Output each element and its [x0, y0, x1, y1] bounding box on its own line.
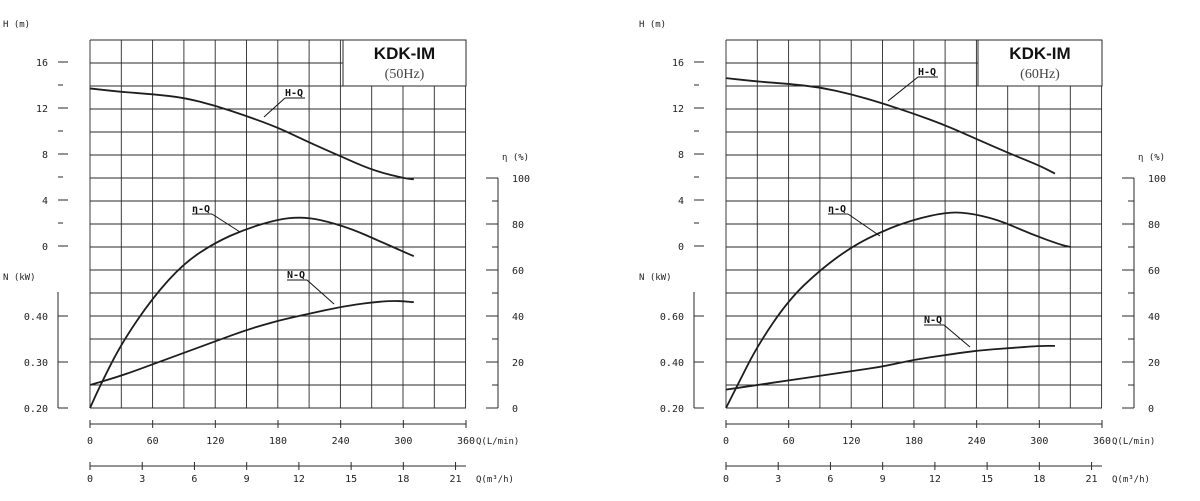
h-tick-label: 4 — [42, 196, 48, 207]
eff-tick-label: 40 — [512, 312, 524, 323]
h-tick-label: 16 — [36, 58, 48, 69]
h-tick-label: 4 — [678, 196, 684, 207]
q2-tick-label: 12 — [293, 474, 305, 485]
curve-label-leader — [211, 213, 241, 233]
q2-tick-label: 0 — [87, 474, 93, 485]
q-tick-label: 180 — [905, 436, 923, 447]
n-tick-label: 0.40 — [24, 312, 48, 323]
n-tick-label: 0.20 — [660, 404, 684, 415]
q-axis-label: Q(L/min) — [476, 437, 519, 447]
curve-label-leader — [847, 213, 881, 237]
q2-tick-label: 3 — [139, 474, 145, 485]
curve-hq — [89, 87, 414, 181]
h-tick-label: 8 — [42, 150, 48, 161]
h-tick-label: 12 — [672, 104, 684, 115]
h-axis-label: H (m) — [639, 20, 666, 30]
curve-label-leader — [887, 76, 919, 102]
h-tick-label: 12 — [36, 104, 48, 115]
q-tick-label: 360 — [457, 436, 475, 447]
curve-label-q: η-Q — [192, 204, 210, 215]
title-box — [342, 39, 467, 87]
n-axis-label: N (kW) — [639, 273, 672, 283]
h-tick-label: 8 — [678, 150, 684, 161]
eff-tick-label: 100 — [512, 174, 530, 185]
q-tick-label: 0 — [87, 436, 93, 447]
q2-tick-label: 6 — [827, 474, 833, 485]
curve-label-hq: H-Q — [285, 88, 303, 99]
n-tick-label: 0.40 — [660, 358, 684, 369]
q-tick-label: 180 — [269, 436, 287, 447]
q-tick-label: 0 — [723, 436, 729, 447]
n-tick-label: 0.20 — [24, 404, 48, 415]
q2-axis-label: Q(m³/h) — [476, 475, 514, 485]
q2-tick-label: 3 — [775, 474, 781, 485]
curve-nq — [89, 300, 414, 386]
q2-tick-label: 15 — [345, 474, 357, 485]
q-tick-label: 120 — [206, 436, 224, 447]
q-tick-label: 360 — [1093, 436, 1111, 447]
h-axis-label: H (m) — [3, 20, 30, 30]
grid — [89, 39, 467, 409]
h-tick-label: 16 — [672, 58, 684, 69]
chart-subtitle: (50Hz) — [385, 67, 425, 82]
curve-label-q: η-Q — [828, 204, 846, 215]
eff-tick-label: 40 — [1148, 312, 1160, 323]
q2-tick-label: 12 — [929, 474, 941, 485]
curve-label-hq: H-Q — [918, 67, 936, 78]
q2-tick-label: 9 — [244, 474, 250, 485]
eff-tick-label: 60 — [512, 266, 524, 277]
q2-tick-label: 9 — [880, 474, 886, 485]
q2-tick-label: 21 — [1086, 474, 1098, 485]
q2-tick-label: 0 — [723, 474, 729, 485]
title-box — [977, 39, 1103, 87]
h-tick-label: 0 — [42, 242, 48, 253]
chart-title: KDK-IM — [374, 44, 435, 63]
curve-label-leader — [263, 97, 286, 118]
curve-nq — [725, 345, 1055, 391]
curve-label-leader — [943, 324, 971, 348]
q2-tick-label: 21 — [450, 474, 462, 485]
curve-label-nq: N-Q — [287, 270, 305, 281]
curve-label-leader — [306, 279, 335, 305]
q2-axis-label: Q(m³/h) — [1112, 475, 1150, 485]
chart-subtitle: (60Hz) — [1020, 67, 1060, 82]
curve-hq — [725, 77, 1056, 175]
q-tick-label: 300 — [1030, 436, 1048, 447]
eff-axis-label: η (%) — [1138, 153, 1165, 163]
chart-panel-60hz: KDK-IM (60Hz) 0 4 8 12 16 H (m) 0.20 0.40 0.60 N (k… — [639, 20, 1166, 485]
q2-tick-label: 15 — [981, 474, 993, 485]
chart-panel-50hz: KDK-IM (50Hz) 0 4 8 12 16 H (m) 0.20 0.30 0.40 N (k… — [3, 20, 530, 485]
q-tick-label: 60 — [783, 436, 795, 447]
eff-tick-label: 60 — [1148, 266, 1160, 277]
eff-tick-label: 20 — [1148, 358, 1160, 369]
q-axis-label: Q(L/min) — [1112, 437, 1155, 447]
eff-axis-label: η (%) — [502, 153, 529, 163]
q2-tick-label: 6 — [191, 474, 197, 485]
eff-tick-label: 100 — [1148, 174, 1166, 185]
q2-tick-label: 18 — [397, 474, 409, 485]
eff-tick-label: 80 — [1148, 220, 1160, 231]
grid — [725, 39, 1103, 409]
curve-label-nq: N-Q — [924, 315, 942, 326]
curve-q — [725, 211, 1071, 409]
q2-tick-label: 18 — [1033, 474, 1045, 485]
eff-tick-label: 0 — [1148, 404, 1154, 415]
curve-q — [89, 216, 415, 409]
chart-title: KDK-IM — [1009, 44, 1070, 63]
q-tick-label: 240 — [332, 436, 350, 447]
n-tick-label: 0.60 — [660, 312, 684, 323]
eff-tick-label: 80 — [512, 220, 524, 231]
q-tick-label: 120 — [842, 436, 860, 447]
eff-tick-label: 20 — [512, 358, 524, 369]
eff-tick-label: 0 — [512, 404, 518, 415]
q-tick-label: 240 — [968, 436, 986, 447]
n-axis-label: N (kW) — [3, 273, 36, 283]
q-tick-label: 300 — [394, 436, 412, 447]
q-tick-label: 60 — [147, 436, 159, 447]
n-tick-label: 0.30 — [24, 358, 48, 369]
h-tick-label: 0 — [678, 242, 684, 253]
